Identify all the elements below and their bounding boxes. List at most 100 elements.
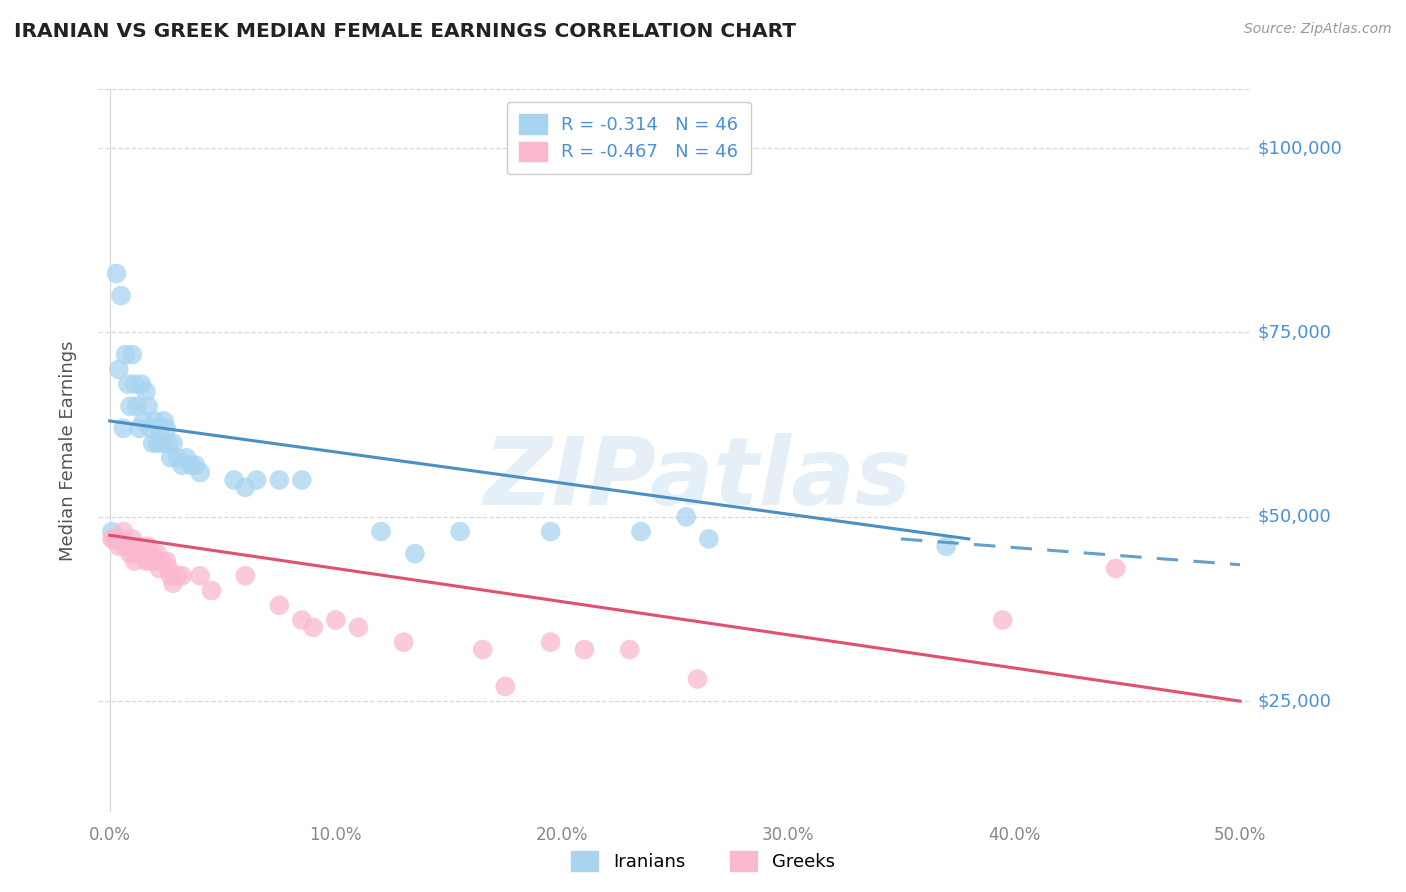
Point <box>146 436 169 450</box>
Point <box>128 539 150 553</box>
Point <box>153 414 176 428</box>
Point <box>200 583 222 598</box>
Point <box>494 679 516 693</box>
Point <box>291 473 314 487</box>
Point <box>135 554 157 568</box>
Point <box>132 414 155 428</box>
Point <box>176 450 198 465</box>
Point <box>114 348 136 362</box>
Point <box>143 554 166 568</box>
Point <box>157 561 180 575</box>
Point <box>148 561 170 575</box>
Point <box>162 436 184 450</box>
Point <box>170 458 193 473</box>
Point <box>935 539 957 553</box>
Point <box>148 421 170 435</box>
Legend: Iranians, Greeks: Iranians, Greeks <box>564 844 842 879</box>
Point <box>188 466 211 480</box>
Point <box>124 554 146 568</box>
Point <box>125 399 148 413</box>
Text: $25,000: $25,000 <box>1257 692 1331 710</box>
Point <box>142 436 165 450</box>
Text: ZIPatlas: ZIPatlas <box>484 434 912 525</box>
Point <box>170 569 193 583</box>
Point <box>180 458 202 473</box>
Point <box>120 547 142 561</box>
Point <box>686 672 709 686</box>
Point <box>991 613 1014 627</box>
Point <box>155 554 177 568</box>
Point <box>131 377 153 392</box>
Point <box>107 539 129 553</box>
Text: $50,000: $50,000 <box>1257 508 1331 525</box>
Text: $100,000: $100,000 <box>1257 139 1341 157</box>
Point <box>574 642 596 657</box>
Point <box>121 348 143 362</box>
Point <box>139 554 162 568</box>
Point <box>166 569 188 583</box>
Point <box>124 377 146 392</box>
Point <box>675 509 697 524</box>
Point <box>110 532 132 546</box>
Point <box>103 532 125 546</box>
Point <box>128 421 150 435</box>
Point <box>162 576 184 591</box>
Point <box>142 547 165 561</box>
Point <box>139 421 162 435</box>
Point <box>157 436 180 450</box>
Text: Source: ZipAtlas.com: Source: ZipAtlas.com <box>1244 22 1392 37</box>
Text: $75,000: $75,000 <box>1257 324 1331 342</box>
Point <box>146 547 169 561</box>
Point <box>449 524 471 539</box>
Text: IRANIAN VS GREEK MEDIAN FEMALE EARNINGS CORRELATION CHART: IRANIAN VS GREEK MEDIAN FEMALE EARNINGS … <box>14 22 796 41</box>
Point <box>325 613 347 627</box>
Point <box>222 473 245 487</box>
Point <box>540 635 562 649</box>
Y-axis label: Median Female Earnings: Median Female Earnings <box>59 340 77 561</box>
Point <box>159 569 181 583</box>
Point <box>246 473 269 487</box>
Point <box>120 399 142 413</box>
Point <box>188 569 211 583</box>
Point <box>125 547 148 561</box>
Point <box>114 539 136 553</box>
Point <box>110 288 132 302</box>
Point <box>135 384 157 399</box>
Point <box>269 599 291 613</box>
Point <box>112 524 135 539</box>
Legend: R = -0.314   N = 46, R = -0.467   N = 46: R = -0.314 N = 46, R = -0.467 N = 46 <box>506 102 751 174</box>
Point <box>302 620 325 634</box>
Point <box>184 458 207 473</box>
Point <box>404 547 426 561</box>
Point <box>235 569 257 583</box>
Point <box>131 547 153 561</box>
Point <box>619 642 641 657</box>
Point <box>370 524 392 539</box>
Point <box>630 524 652 539</box>
Point <box>112 421 135 435</box>
Point <box>155 421 177 435</box>
Point <box>150 436 173 450</box>
Point <box>697 532 720 546</box>
Point <box>540 524 562 539</box>
Point <box>166 450 188 465</box>
Point <box>101 524 124 539</box>
Point <box>150 554 173 568</box>
Point <box>1105 561 1128 575</box>
Point <box>269 473 291 487</box>
Point <box>117 539 139 553</box>
Point <box>235 480 257 494</box>
Point <box>121 532 143 546</box>
Point <box>159 450 181 465</box>
Point <box>347 620 370 634</box>
Point <box>136 539 159 553</box>
Point <box>291 613 314 627</box>
Point <box>105 532 128 546</box>
Point <box>392 635 415 649</box>
Point <box>117 377 139 392</box>
Point <box>143 414 166 428</box>
Point <box>132 547 155 561</box>
Point <box>471 642 494 657</box>
Point <box>105 267 128 281</box>
Point <box>101 532 124 546</box>
